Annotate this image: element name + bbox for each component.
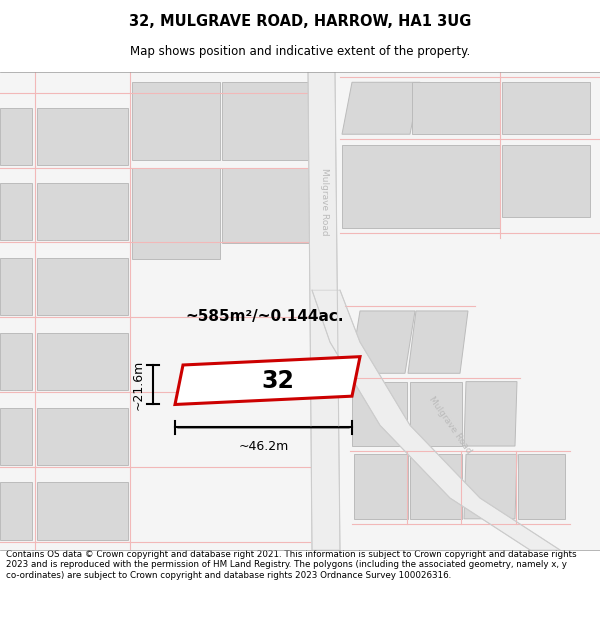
Polygon shape bbox=[37, 108, 128, 166]
Polygon shape bbox=[410, 382, 462, 446]
Polygon shape bbox=[0, 332, 32, 390]
Text: Mulgrave Road: Mulgrave Road bbox=[427, 395, 473, 456]
Polygon shape bbox=[222, 168, 313, 243]
Polygon shape bbox=[0, 183, 32, 240]
Text: ~585m²/~0.144ac.: ~585m²/~0.144ac. bbox=[186, 309, 344, 324]
Polygon shape bbox=[354, 454, 408, 519]
Polygon shape bbox=[312, 290, 560, 550]
Polygon shape bbox=[0, 108, 32, 166]
Polygon shape bbox=[222, 82, 313, 160]
Polygon shape bbox=[132, 82, 220, 160]
Polygon shape bbox=[37, 332, 128, 390]
Polygon shape bbox=[37, 183, 128, 240]
Polygon shape bbox=[502, 144, 590, 217]
Text: ~46.2m: ~46.2m bbox=[238, 440, 289, 453]
Polygon shape bbox=[342, 144, 500, 228]
Polygon shape bbox=[132, 168, 220, 259]
Polygon shape bbox=[412, 82, 500, 134]
Polygon shape bbox=[464, 382, 517, 446]
Polygon shape bbox=[502, 82, 590, 134]
Polygon shape bbox=[37, 258, 128, 315]
Text: 32, MULGRAVE ROAD, HARROW, HA1 3UG: 32, MULGRAVE ROAD, HARROW, HA1 3UG bbox=[129, 14, 471, 29]
Text: Map shows position and indicative extent of the property.: Map shows position and indicative extent… bbox=[130, 44, 470, 58]
Text: ~21.6m: ~21.6m bbox=[132, 359, 145, 410]
Polygon shape bbox=[175, 357, 360, 404]
Polygon shape bbox=[352, 382, 407, 446]
Polygon shape bbox=[518, 454, 565, 519]
Polygon shape bbox=[342, 82, 420, 134]
Text: Contains OS data © Crown copyright and database right 2021. This information is : Contains OS data © Crown copyright and d… bbox=[6, 550, 577, 580]
Polygon shape bbox=[0, 408, 32, 465]
Polygon shape bbox=[37, 482, 128, 539]
Polygon shape bbox=[0, 258, 32, 315]
Polygon shape bbox=[308, 72, 340, 550]
Polygon shape bbox=[0, 482, 32, 539]
Polygon shape bbox=[37, 408, 128, 465]
Text: 32: 32 bbox=[261, 369, 294, 392]
Polygon shape bbox=[408, 311, 468, 373]
Text: Mulgrave Road: Mulgrave Road bbox=[320, 168, 329, 236]
Polygon shape bbox=[410, 454, 462, 519]
Polygon shape bbox=[464, 454, 517, 519]
Polygon shape bbox=[350, 311, 415, 373]
